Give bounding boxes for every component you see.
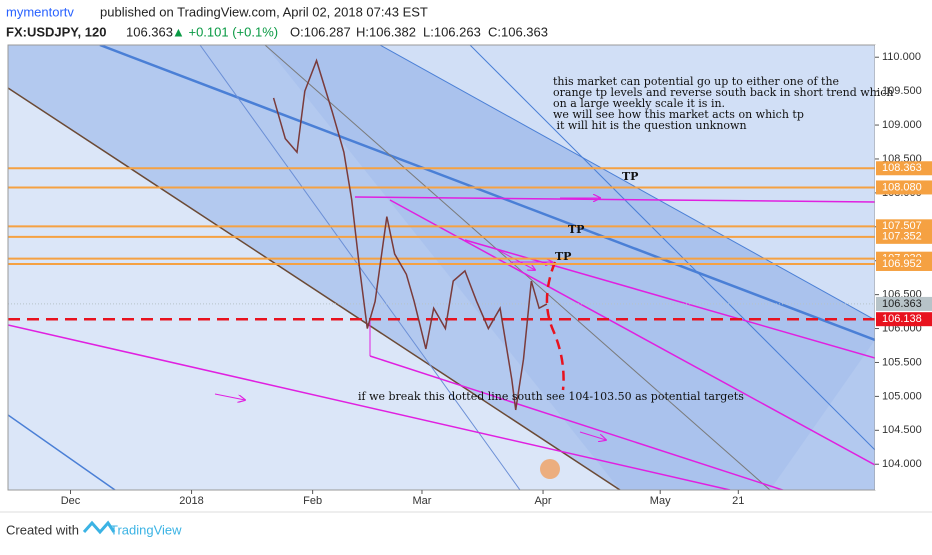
- drawings: [8, 45, 875, 490]
- level-tag: [876, 312, 932, 327]
- price-line: [272, 58, 548, 411]
- target-line: [389, 199, 875, 466]
- trend-line: [8, 414, 116, 490]
- target-line: [354, 196, 875, 203]
- arrow: [214, 393, 245, 400]
- arrow: [497, 249, 535, 270]
- symbol: FX:USDJPY, 120: [6, 24, 106, 39]
- x-tick-label: Dec: [61, 495, 81, 507]
- arrow: [579, 431, 606, 440]
- levels: [8, 167, 875, 321]
- trend-line: [379, 45, 875, 321]
- series: [272, 58, 548, 411]
- annotation-line: orange tp levels and reverse south back …: [553, 86, 894, 99]
- x-tick-label: 21: [732, 495, 744, 507]
- price: 106.363: [126, 24, 173, 39]
- y-tick-label: 105.500: [882, 356, 922, 368]
- x-tick-label: Apr: [534, 495, 551, 507]
- y-tick-label: 110.000: [882, 51, 921, 63]
- level-tag: [876, 180, 932, 195]
- level-label: 106.363: [882, 298, 922, 310]
- event-icon[interactable]: [540, 459, 560, 479]
- close: C:106.363: [488, 24, 548, 39]
- annotation: this market can potential go up to eithe…: [553, 75, 894, 132]
- x-tick-label: Feb: [303, 495, 322, 507]
- projection: [545, 261, 565, 391]
- level-label: 106.952: [882, 258, 922, 270]
- open: O:106.287: [290, 24, 351, 39]
- x-tick-label: Mar: [412, 495, 431, 507]
- y-tick-label: 104.000: [882, 458, 922, 470]
- annotation-line: TP: [622, 170, 638, 183]
- author[interactable]: mymentortv: [6, 4, 74, 19]
- x-tick-label: 2018: [179, 495, 203, 507]
- y-tick-label: 109.000: [882, 119, 922, 131]
- annotation-line: if we break this dotted line south see 1…: [358, 390, 744, 403]
- annotation: if we break this dotted line south see 1…: [358, 390, 744, 403]
- footer-brand[interactable]: TradingView: [110, 522, 182, 537]
- level-label: 108.363: [882, 162, 922, 174]
- annotations: this market can potential go up to eithe…: [358, 75, 894, 403]
- annotation-line: it will hit is the question unknown: [553, 119, 747, 132]
- level-label: 106.138: [882, 313, 922, 325]
- tp-label: TP: [555, 250, 571, 263]
- level-label: 107.352: [882, 231, 922, 243]
- annotation-line: we will see how this market acts on whic…: [553, 108, 804, 121]
- header: mymentortv published on TradingView.com,…: [6, 4, 548, 39]
- trend-line: [264, 45, 771, 490]
- trend-line: [99, 45, 875, 342]
- level-tag: [876, 219, 932, 234]
- published: published on TradingView.com, April 02, …: [100, 4, 428, 19]
- trend-line: [8, 87, 621, 490]
- annotation-line: this market can potential go up to eithe…: [553, 75, 839, 88]
- footer-created: Created with: [6, 522, 79, 537]
- level-tag: [876, 161, 932, 176]
- tp-label: TP: [568, 223, 584, 236]
- trend-line: [469, 45, 875, 451]
- logo: [82, 520, 116, 535]
- level-label: 108.080: [882, 181, 922, 193]
- low: L:106.263: [423, 24, 481, 39]
- y-tick-label: 104.500: [882, 424, 922, 436]
- target-line: [369, 355, 786, 490]
- high: H:106.382: [356, 24, 416, 39]
- tp-label: TP: [622, 170, 638, 183]
- level-tag: [876, 256, 932, 271]
- level-tag: [876, 296, 932, 311]
- annotation-line: TP: [568, 223, 584, 236]
- y-tick-label: 105.000: [882, 390, 922, 402]
- change: ▲ +0.101 (+0.1%): [172, 24, 278, 39]
- annotation-line: on a large weekly scale it is in.: [553, 97, 725, 110]
- annotation-line: TP: [555, 250, 571, 263]
- x-tick-label: May: [650, 495, 671, 507]
- level-tag: [876, 229, 932, 244]
- target-line: [8, 324, 731, 490]
- level-label: 107.507: [882, 220, 922, 232]
- y-tick-label: 109.500: [882, 85, 922, 97]
